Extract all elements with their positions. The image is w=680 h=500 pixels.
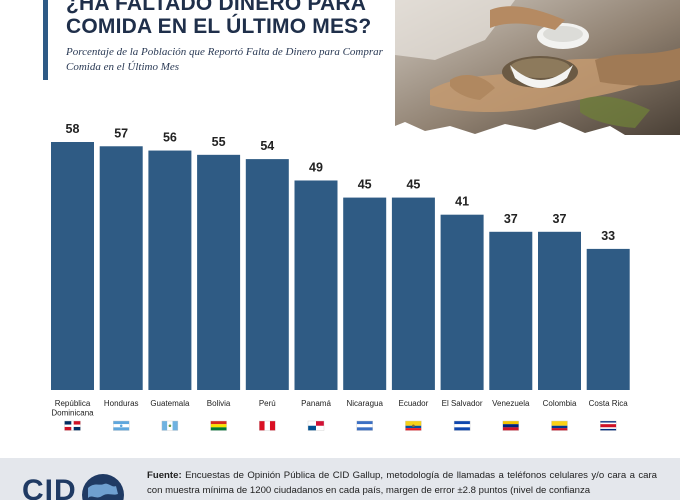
flag-guatemala-icon (161, 420, 179, 431)
data-label-10: 37 (553, 212, 567, 226)
category-label-2: Guatemala (150, 399, 190, 408)
flag-costa-rica-icon (600, 420, 617, 431)
cid-logo: CID (22, 474, 77, 500)
data-label-0: 58 (66, 122, 80, 136)
chart-title-line-1: ¿HA FALTADO DINERO PARA (66, 0, 367, 15)
flag-panama-icon (307, 420, 325, 431)
bar-3 (197, 154, 241, 390)
data-label-4: 54 (260, 139, 274, 153)
flag-nicaragua-icon (356, 420, 373, 431)
category-label-8: El Salvador (442, 399, 483, 408)
data-label-11: 33 (601, 229, 615, 243)
title-accent-bar (43, 0, 48, 80)
data-label-1: 57 (114, 126, 128, 140)
flag-venezuela-icon (502, 420, 519, 431)
bar-4 (245, 159, 289, 390)
bar-6 (343, 197, 387, 390)
chart-subtitle: Porcentaje de la Población que Reportó F… (66, 46, 383, 73)
footer-source-label: Fuente: (147, 470, 182, 481)
bar-1 (99, 146, 143, 390)
category-label-4: Perú (259, 399, 276, 408)
flag-colombia-icon (551, 420, 568, 431)
globe-icon (82, 474, 124, 500)
bar-chart: 58 57 56 55 54 49 45 45 41 37 37 33 República Domini… (51, 122, 630, 431)
category-label-0: República Dominicana (51, 399, 94, 418)
category-label-10: Colombia (543, 399, 577, 408)
category-label-5: Panamá (301, 399, 331, 408)
bar-7 (391, 197, 435, 390)
category-labels: República Dominicana Honduras Guatemala Boli… (51, 399, 628, 418)
bar-10 (538, 231, 581, 390)
food-sharing-photo (395, 0, 680, 135)
data-label-3: 55 (212, 135, 226, 149)
flag-ecuador-icon (405, 420, 422, 431)
bar-5 (294, 180, 338, 390)
data-labels: 58 57 56 55 54 49 45 45 41 37 37 33 (66, 122, 616, 243)
bar-8 (440, 214, 484, 390)
chart-title-line-2: COMIDA EN EL ÚLTIMO MES? (66, 15, 372, 38)
flag-dominican-republic-icon (64, 420, 81, 431)
category-label-3: Bolivia (207, 399, 231, 408)
footer-source-text: Fuente: Encuestas de Opinión Pública de … (147, 468, 657, 498)
category-label-6: Nicaragua (346, 399, 383, 408)
data-label-5: 49 (309, 160, 323, 174)
bar-2 (148, 150, 192, 390)
category-label-1: Honduras (104, 399, 139, 408)
chart-title: ¿HA FALTADO DINERO PARA COMIDA EN EL ÚLT… (66, 0, 396, 38)
data-label-9: 37 (504, 212, 518, 226)
bar-11 (586, 248, 630, 390)
data-label-8: 41 (455, 195, 469, 209)
category-label-11: Costa Rica (589, 399, 629, 408)
category-label-9: Venezuela (492, 399, 530, 408)
flags (64, 420, 617, 431)
data-label-7: 45 (406, 178, 420, 192)
footer-source-body: Encuestas de Opinión Pública de CID Gall… (147, 470, 658, 496)
data-label-6: 45 (358, 178, 372, 192)
bar-0 (51, 142, 94, 390)
flag-el-salvador-icon (453, 420, 471, 431)
footer: CID Fuente: Encuestas de Opinión Pública… (0, 458, 680, 500)
flag-honduras-icon (112, 420, 130, 431)
flag-peru-icon (259, 420, 276, 431)
bar-9 (489, 231, 533, 390)
bars (51, 142, 630, 390)
category-label-7: Ecuador (399, 399, 429, 408)
flag-bolivia-icon (210, 420, 227, 431)
data-label-2: 56 (163, 131, 177, 145)
